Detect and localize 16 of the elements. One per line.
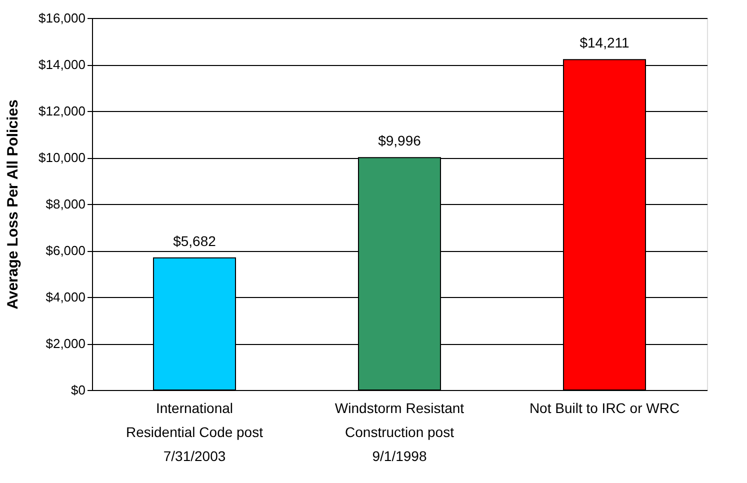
y-tick-label: $12,000	[38, 104, 86, 118]
y-tick-label: $16,000	[38, 10, 86, 26]
y-tick-label: $4,000	[46, 290, 86, 304]
x-tick-label: Windstorm Resistant Construction post 9/1/1998	[334, 400, 464, 464]
y-tick-label: $10,000	[38, 150, 86, 165]
x-tick-label: Not Built to IRC or WRC	[529, 400, 680, 416]
y-tick-label: $0	[71, 382, 86, 398]
y-axis-title: Average Loss Per All Policies	[4, 100, 22, 310]
y-tick-label: $8,000	[46, 196, 86, 212]
y-tick-label: $14,000	[38, 57, 86, 72]
data-label: $9,996	[378, 132, 422, 149]
y-tick-label: $2,000	[46, 336, 86, 351]
y-tick-label: $6,000	[46, 243, 86, 258]
data-label: $5,682	[173, 232, 216, 249]
x-tick-label: International Residential Code post 7/31/2003	[126, 400, 264, 464]
data-label: $14,211	[580, 34, 630, 51]
